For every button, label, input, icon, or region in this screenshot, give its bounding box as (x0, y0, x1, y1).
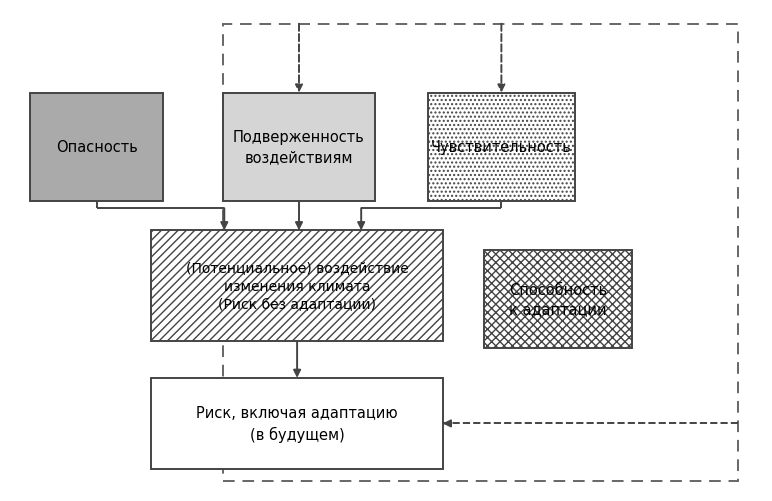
Bar (151, 378, 443, 469)
Bar (30, 93, 163, 201)
Text: Способность
к адаптации: Способность к адаптации (509, 282, 608, 317)
Text: (Потенциальное) воздействие
изменения климата
(Риск без адаптации): (Потенциальное) воздействие изменения кл… (186, 261, 408, 312)
Bar (484, 250, 631, 349)
Text: Опасность: Опасность (56, 140, 137, 155)
Text: Подверженность
воздействиям: Подверженность воздействиям (233, 130, 365, 165)
Bar (223, 93, 374, 201)
Bar (223, 25, 738, 481)
Text: Чувствительность: Чувствительность (431, 140, 572, 155)
Text: Риск, включая адаптацию
(в будущем): Риск, включая адаптацию (в будущем) (196, 405, 398, 442)
Bar (151, 231, 443, 341)
Bar (428, 93, 575, 201)
